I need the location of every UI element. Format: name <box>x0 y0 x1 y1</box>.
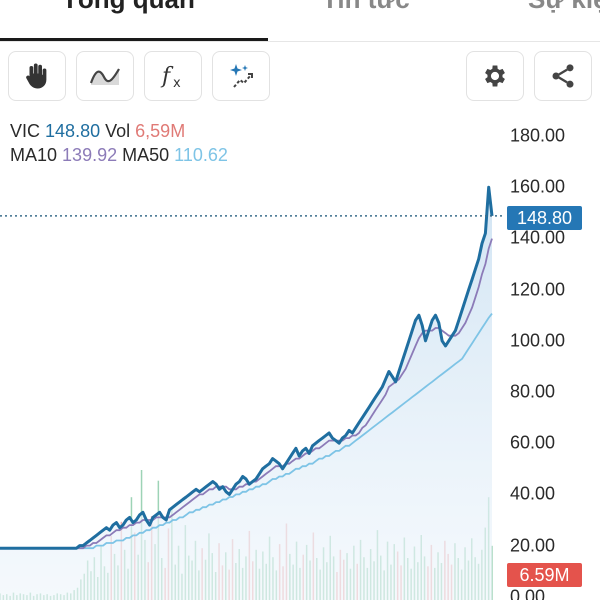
svg-text:x: x <box>173 76 181 91</box>
y-tick-label: 40.00 <box>510 483 556 504</box>
chart-style-icon <box>88 63 122 89</box>
legend-row-2: MA10 139.92 MA50 110.62 <box>10 145 228 166</box>
price-line <box>0 185 494 550</box>
y-tick-label: 140.00 <box>510 227 566 248</box>
share-button[interactable] <box>534 51 592 101</box>
legend-ma10-label: MA10 <box>10 145 58 165</box>
legend-ma50-value: 110.62 <box>174 145 228 165</box>
tabs-divider <box>0 41 600 42</box>
ma10-line <box>0 238 493 550</box>
legend-ma50-label: MA50 <box>122 145 170 165</box>
magic-wand-icon <box>226 61 256 91</box>
tab-news[interactable]: Tin tức <box>322 0 410 15</box>
y-tick-label: 180.00 <box>510 125 566 146</box>
chart-style-button[interactable] <box>76 51 134 101</box>
y-tick-label: 100.00 <box>510 330 566 351</box>
y-tick-label: 60.00 <box>510 432 556 453</box>
hand-icon <box>22 61 52 91</box>
y-tick-label: 20.00 <box>510 535 556 556</box>
hand-tool-button[interactable] <box>8 51 66 101</box>
legend-vol-value: 6,59M <box>135 121 186 141</box>
y-tick-label: 0.00 <box>510 586 546 600</box>
last-price-tag: 148.80 <box>507 206 582 230</box>
indicator-fx-icon: f x <box>158 61 188 91</box>
magic-button[interactable] <box>212 51 270 101</box>
legend-row-1: VIC 148.80 Vol 6,59M <box>10 121 185 142</box>
legend-price: 148.80 <box>45 121 101 141</box>
y-tick-label: 120.00 <box>510 279 566 300</box>
indicator-button[interactable]: f x <box>144 51 202 101</box>
top-tabs: Tổng quan Tin tức Sự kiện <box>0 0 600 42</box>
tab-events[interactable]: Sự kiện <box>528 0 600 15</box>
y-tick-label: 160.00 <box>510 176 566 197</box>
last-volume-tag: 6.59M <box>507 563 582 587</box>
y-tick-label: 80.00 <box>510 381 556 402</box>
price-area-fill <box>0 187 492 600</box>
legend-symbol: VIC <box>10 121 41 141</box>
settings-button[interactable] <box>466 51 524 101</box>
share-icon <box>549 62 577 90</box>
tab-overview[interactable]: Tổng quan <box>62 0 195 15</box>
active-tab-indicator <box>0 38 268 42</box>
legend-ma10-value: 139.92 <box>62 145 118 165</box>
gear-icon <box>481 62 509 90</box>
legend-vol-label: Vol <box>105 121 131 141</box>
